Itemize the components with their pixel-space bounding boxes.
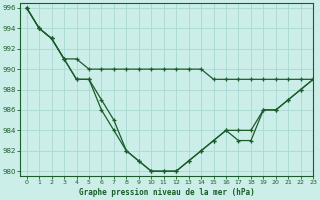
X-axis label: Graphe pression niveau de la mer (hPa): Graphe pression niveau de la mer (hPa) [79, 188, 255, 197]
